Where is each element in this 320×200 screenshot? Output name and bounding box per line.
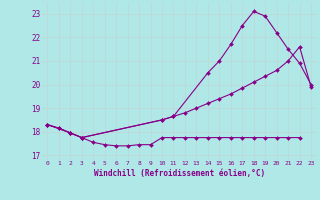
X-axis label: Windchill (Refroidissement éolien,°C): Windchill (Refroidissement éolien,°C) [94, 169, 265, 178]
